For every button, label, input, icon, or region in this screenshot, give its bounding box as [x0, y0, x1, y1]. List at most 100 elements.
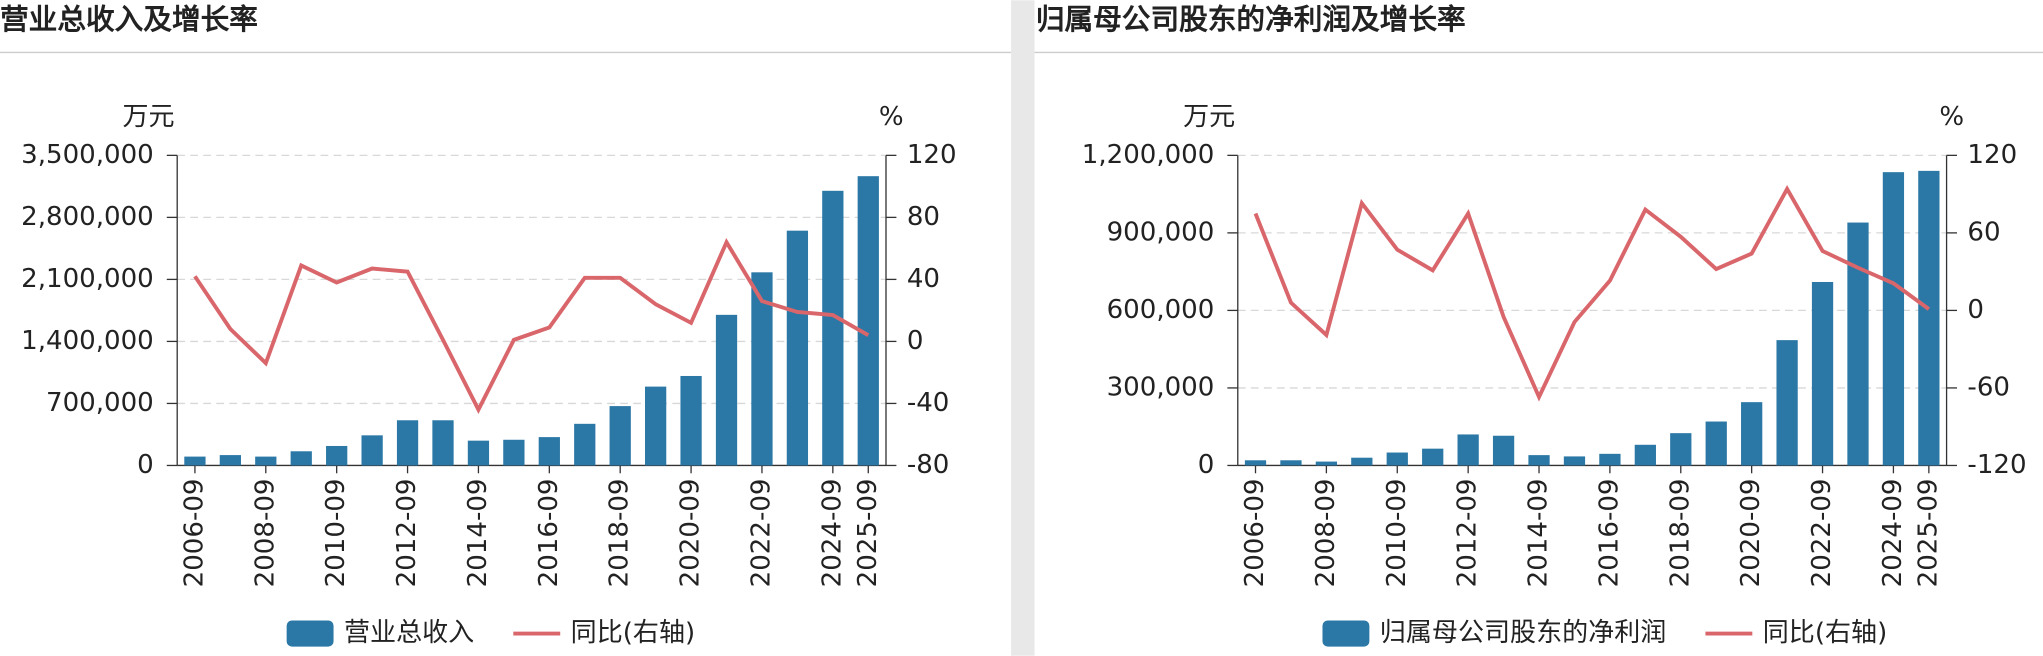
bar [184, 456, 206, 466]
y2-tick-label: -120 [1967, 450, 2026, 480]
x-tick-label: 2014-09 [463, 478, 493, 587]
bar [467, 440, 490, 466]
y-axis-unit: 万元 [122, 102, 174, 132]
x-tick-label: 2014-09 [1524, 478, 1554, 587]
bar [1528, 455, 1550, 466]
y-axis-unit: 万元 [1183, 102, 1235, 132]
y-tick-label: 700,000 [46, 388, 154, 418]
bar [538, 437, 560, 466]
bar [1670, 433, 1692, 466]
y2-axis-unit: % [1939, 102, 1964, 132]
y-tick-label: 0 [137, 450, 154, 480]
bar [1563, 456, 1586, 466]
bar [1351, 457, 1373, 466]
chart-title: 营业总收入及增长率 [0, 2, 258, 36]
bar [1386, 452, 1408, 466]
bar [1244, 460, 1267, 466]
bar [1492, 435, 1515, 466]
y2-tick-label: -40 [907, 388, 950, 418]
legend-label: 同比(右轴) [571, 618, 696, 648]
x-tick-label: 2012-09 [1453, 478, 1483, 587]
bar [574, 423, 596, 466]
bar [1599, 453, 1621, 466]
x-tick-label: 2016-09 [534, 478, 564, 587]
y-tick-label: 3,500,000 [21, 140, 154, 170]
x-tick-label: 2008-09 [1311, 478, 1341, 587]
bar [361, 435, 383, 466]
y2-tick-label: -80 [907, 450, 950, 480]
bar [255, 456, 277, 466]
x-tick-label: 2010-09 [1382, 478, 1412, 587]
x-tick-label: 2010-09 [321, 478, 351, 587]
line [1253, 184, 1931, 402]
x-tick-label: 2022-09 [746, 478, 776, 587]
bar [1847, 222, 1869, 466]
y-tick-label: 0 [1198, 450, 1215, 480]
line [193, 237, 870, 414]
bar [645, 386, 667, 466]
divider [1011, 0, 1035, 656]
x-tick-label: 2008-09 [250, 478, 280, 587]
y-tick-label: 900,000 [1107, 217, 1215, 247]
y-tick-label: 1,200,000 [1082, 140, 1215, 170]
bar [1422, 448, 1444, 466]
y-tick-label: 1,400,000 [21, 326, 154, 356]
x-tick-label: 2006-09 [179, 478, 209, 587]
x-tick-label: 2012-09 [392, 478, 422, 587]
bar [1811, 281, 1834, 466]
x-tick-label: 2024-09 [817, 478, 847, 587]
y2-tick-label: 40 [907, 264, 940, 294]
bar [1457, 434, 1479, 466]
bar [857, 176, 879, 466]
legend-label: 营业总收入 [344, 618, 474, 648]
bar [432, 420, 454, 466]
y2-tick-label: 0 [1967, 295, 1984, 325]
bar [1741, 402, 1763, 466]
bar [1918, 170, 1940, 466]
y2-tick-label: 60 [1967, 217, 2000, 247]
bar [396, 420, 419, 466]
bar [822, 190, 844, 466]
x-tick-label: 2025-09 [853, 478, 883, 587]
bar [1634, 444, 1656, 466]
y2-axis-unit: % [879, 102, 904, 132]
x-tick-label: 2016-09 [1594, 478, 1624, 587]
y-tick-label: 2,100,000 [21, 264, 154, 294]
bar [1280, 460, 1302, 466]
y-tick-label: 2,800,000 [21, 202, 154, 232]
x-tick-label: 2018-09 [1665, 478, 1695, 587]
bar [680, 375, 702, 466]
x-tick-label: 2022-09 [1807, 478, 1837, 587]
bar [751, 272, 773, 466]
y2-tick-label: 0 [907, 326, 924, 356]
bar [786, 230, 809, 466]
x-tick-label: 2024-09 [1878, 478, 1908, 587]
legend-swatch [1322, 620, 1370, 647]
y2-tick-label: -60 [1967, 372, 2010, 402]
bar [1315, 461, 1338, 466]
y2-tick-label: 120 [907, 140, 957, 170]
legend-label: 归属母公司股东的净利润 [1380, 618, 1667, 648]
x-tick-label: 2025-09 [1913, 478, 1943, 587]
legend-label: 同比(右轴) [1763, 618, 1888, 648]
bar [715, 314, 738, 466]
bar [1882, 172, 1905, 466]
chart-title: 归属母公司股东的净利润及增长率 [1036, 2, 1466, 36]
bar [290, 451, 312, 466]
bar [1705, 421, 1727, 466]
y2-tick-label: 80 [907, 202, 940, 232]
x-tick-label: 2006-09 [1240, 478, 1270, 587]
y2-tick-label: 120 [1967, 140, 2017, 170]
x-tick-label: 2020-09 [676, 478, 706, 587]
y-tick-label: 600,000 [1107, 295, 1215, 325]
bar [609, 406, 631, 466]
bar [503, 439, 525, 466]
bar [219, 455, 241, 466]
x-tick-label: 2020-09 [1736, 478, 1766, 587]
y-tick-label: 300,000 [1107, 372, 1215, 402]
bar [326, 445, 348, 466]
bar [1776, 340, 1798, 466]
x-tick-label: 2018-09 [605, 478, 635, 587]
legend-swatch [286, 620, 334, 647]
